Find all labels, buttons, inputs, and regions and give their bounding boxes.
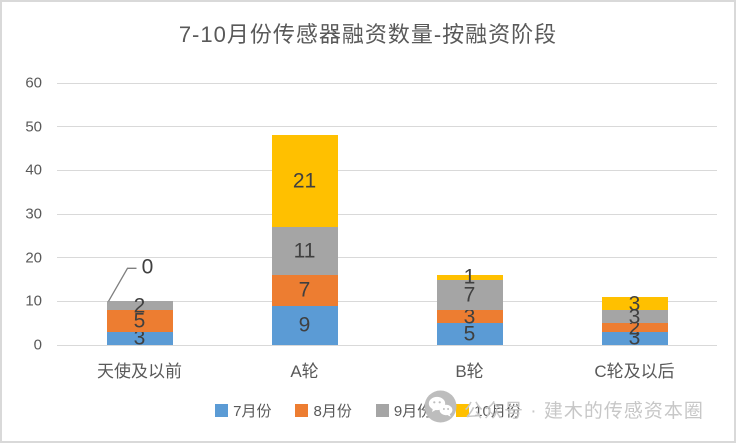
bar-data-label: 3 xyxy=(133,326,146,350)
legend-label: 10月份 xyxy=(474,402,521,420)
bar-data-label: 3 xyxy=(628,305,641,329)
bar-segment xyxy=(271,135,338,228)
bar-data-label: 5 xyxy=(463,322,476,346)
gridline xyxy=(57,300,717,302)
bar-segment xyxy=(271,275,338,306)
legend-label: 9月份 xyxy=(393,402,433,420)
legend: 7月份 8月份 9月份 10月份 xyxy=(2,399,734,421)
gridline xyxy=(57,213,717,215)
x-axis-category-label: B轮 xyxy=(455,362,484,381)
legend-label: 7月份 xyxy=(233,402,272,420)
bar-segment xyxy=(106,331,173,345)
bar-segment xyxy=(601,323,668,332)
bar-segment xyxy=(601,331,668,345)
gridline xyxy=(57,344,717,346)
y-axis-tick-label: 50 xyxy=(25,118,42,136)
x-axis-category-label: C轮及以后 xyxy=(594,362,675,381)
bar-data-label: 3 xyxy=(628,326,641,350)
x-axis-category-label: 天使及以前 xyxy=(97,362,182,381)
y-axis-tick-label: 0 xyxy=(33,336,42,354)
y-axis-tick-label: 40 xyxy=(25,161,42,179)
legend-swatch xyxy=(375,403,389,417)
bar-data-label: 9 xyxy=(298,313,311,337)
bar-data-label: 2 xyxy=(133,294,146,318)
bar-segment xyxy=(271,227,338,276)
legend-item: 8月份 xyxy=(295,400,352,421)
bar-data-label: 3 xyxy=(463,305,476,329)
gridline xyxy=(57,257,717,259)
legend-label: 8月份 xyxy=(313,402,352,420)
bar-segment xyxy=(436,275,503,280)
bar-data-label: 5 xyxy=(133,309,146,333)
legend-swatch xyxy=(295,403,309,417)
gridline xyxy=(57,126,717,128)
bar-data-label: 21 xyxy=(292,169,317,193)
zero-callout-leader-line xyxy=(107,267,137,302)
plot-area: 0 10 20 30 40 50 60 3 5 2 0 天使及以前 9 7 11 21 A轮 5 3 7 1 B轮 3 2 3 3… xyxy=(25,75,717,381)
bar-segment xyxy=(436,323,503,345)
bar-segment xyxy=(271,305,338,345)
gridline xyxy=(57,82,717,84)
bar-data-label: 3 xyxy=(628,292,641,316)
legend-item: 9月份 xyxy=(375,400,433,421)
legend-swatch xyxy=(215,403,229,417)
bar-segment xyxy=(601,310,668,324)
y-axis-tick-label: 30 xyxy=(25,205,42,223)
chart-title: 7-10月份传感器融资数量-按融资阶段 xyxy=(178,22,558,47)
gridline xyxy=(57,169,717,171)
bar-segment xyxy=(436,310,503,324)
bar-data-label: 7 xyxy=(463,283,476,307)
y-axis-tick-label: 10 xyxy=(25,292,42,310)
bar-data-label: 11 xyxy=(293,239,316,263)
legend-swatch xyxy=(456,403,470,417)
bar-segment xyxy=(106,301,173,311)
bar-segment xyxy=(601,296,668,311)
zero-callout-label: 0 xyxy=(141,255,154,279)
y-axis-tick-label: 60 xyxy=(25,74,42,92)
bar-data-label: 2 xyxy=(628,316,641,340)
bar-segment xyxy=(436,279,503,311)
y-axis-tick-label: 20 xyxy=(25,249,42,267)
legend-item: 7月份 xyxy=(215,400,271,421)
bar-data-label: 7 xyxy=(298,278,311,302)
x-axis-category-label: A轮 xyxy=(290,362,319,381)
bar-data-label: 1 xyxy=(463,265,476,289)
legend-item: 10月份 xyxy=(456,400,521,421)
bar-segment xyxy=(106,310,173,332)
